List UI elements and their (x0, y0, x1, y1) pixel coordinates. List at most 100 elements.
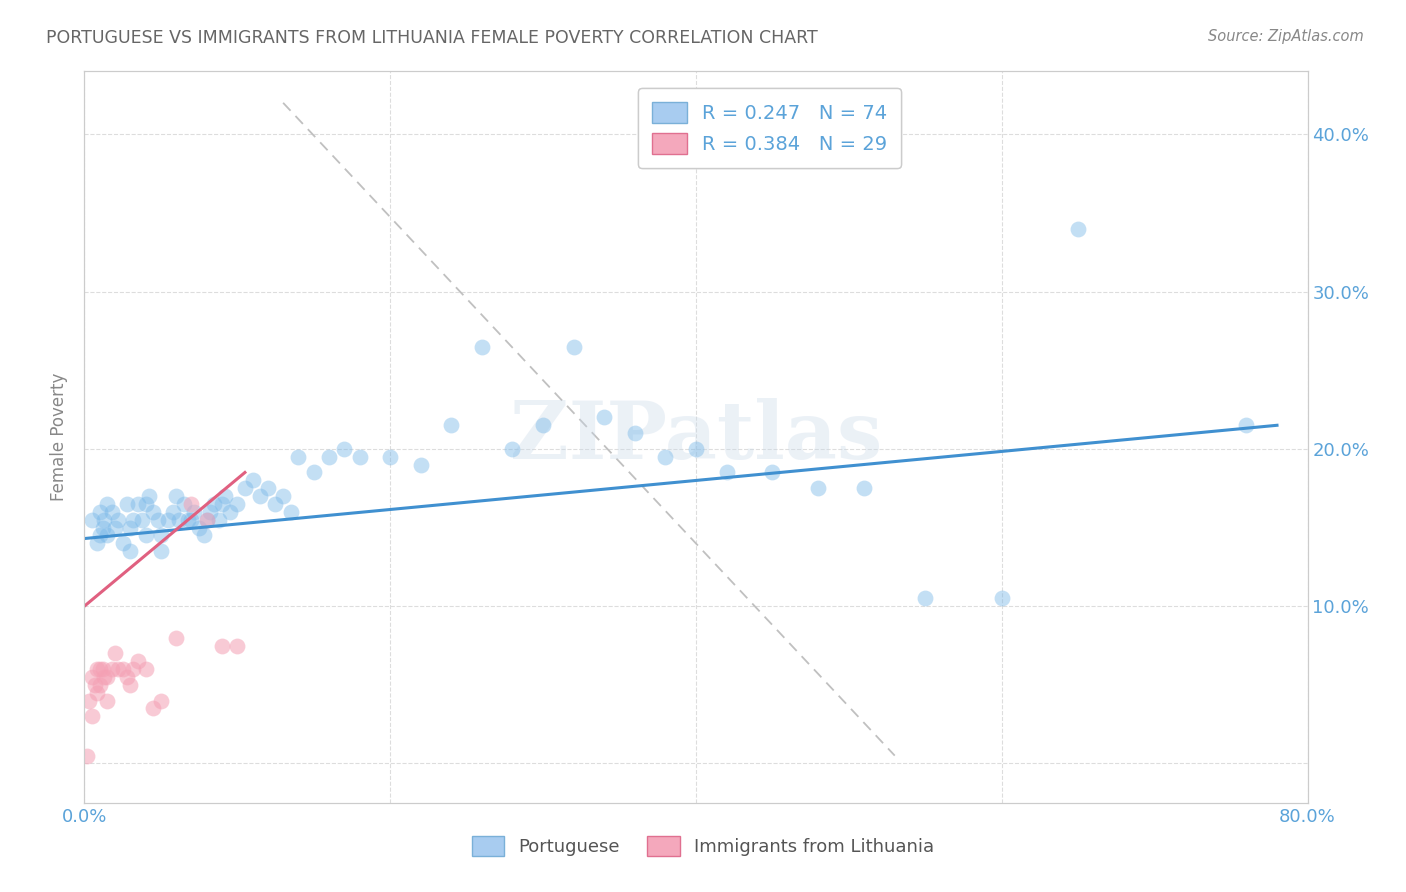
Text: ZIPatlas: ZIPatlas (510, 398, 882, 476)
Point (101, 505, 124, 519)
Point (89, 662, 111, 676)
Point (135, 662, 157, 676)
Point (111, 536, 134, 550)
Legend: R = 0.247   N = 74, R = 0.384   N = 29: R = 0.247 N = 74, R = 0.384 N = 29 (638, 88, 901, 168)
Point (80, 709, 103, 723)
Point (208, 513, 231, 527)
Point (104, 646, 127, 660)
Point (173, 497, 195, 511)
Point (93, 513, 115, 527)
Point (142, 701, 165, 715)
Legend: Portuguese, Immigrants from Lithuania: Portuguese, Immigrants from Lithuania (463, 827, 943, 865)
Point (122, 513, 145, 527)
Point (107, 513, 129, 527)
Point (318, 450, 340, 464)
Point (101, 662, 124, 676)
Point (471, 340, 494, 354)
Point (1067, 221, 1090, 235)
Point (991, 591, 1014, 606)
Point (218, 505, 240, 519)
Point (167, 513, 190, 527)
Point (380, 450, 402, 464)
Point (180, 513, 202, 527)
Point (162, 505, 184, 519)
Point (257, 481, 280, 495)
Point (226, 497, 249, 511)
Point (226, 639, 249, 653)
Point (89, 505, 111, 519)
Point (214, 489, 236, 503)
Point (127, 654, 149, 668)
Point (440, 418, 463, 433)
Point (91, 662, 114, 676)
Point (93, 670, 115, 684)
Point (188, 520, 211, 534)
Point (761, 466, 783, 480)
Point (333, 442, 356, 456)
Point (86, 536, 108, 550)
Point (233, 481, 256, 495)
Point (502, 442, 524, 456)
Point (165, 489, 187, 503)
Point (287, 450, 309, 464)
Point (807, 481, 830, 495)
Point (716, 466, 738, 480)
Point (853, 481, 876, 495)
Point (685, 442, 707, 456)
Point (1236, 418, 1258, 433)
Point (211, 497, 233, 511)
Point (96, 528, 118, 542)
Point (531, 418, 554, 433)
Point (76, 748, 98, 763)
Point (86, 686, 108, 700)
Point (198, 505, 221, 519)
Point (115, 497, 138, 511)
Point (202, 497, 225, 511)
Point (127, 497, 149, 511)
Point (122, 662, 145, 676)
Point (149, 528, 172, 542)
Point (177, 513, 200, 527)
Point (96, 670, 118, 684)
Point (135, 497, 157, 511)
Point (96, 497, 118, 511)
Point (654, 450, 676, 464)
Point (77, 693, 100, 707)
Text: PORTUGUESE VS IMMIGRANTS FROM LITHUANIA FEMALE POVERTY CORRELATION CHART: PORTUGUESE VS IMMIGRANTS FROM LITHUANIA … (46, 29, 818, 46)
Point (180, 497, 202, 511)
Point (409, 458, 432, 472)
Point (107, 662, 129, 676)
Point (593, 410, 616, 425)
Point (96, 693, 118, 707)
Point (120, 678, 142, 692)
Point (193, 528, 215, 542)
Point (280, 505, 302, 519)
Y-axis label: Female Poverty: Female Poverty (51, 373, 69, 501)
Point (165, 631, 187, 645)
Point (91, 520, 114, 534)
Point (142, 505, 165, 519)
Point (195, 513, 218, 527)
Point (138, 489, 160, 503)
Point (104, 520, 127, 534)
Point (914, 591, 936, 606)
Point (264, 497, 287, 511)
Point (111, 662, 134, 676)
Point (149, 544, 172, 558)
Point (562, 340, 585, 354)
Point (157, 513, 180, 527)
Point (135, 528, 157, 542)
Point (211, 639, 233, 653)
Point (349, 450, 371, 464)
Point (249, 489, 271, 503)
Point (89, 678, 111, 692)
Point (80, 513, 103, 527)
Point (86, 662, 108, 676)
Point (120, 544, 142, 558)
Point (146, 513, 169, 527)
Point (183, 505, 205, 519)
Point (84, 678, 107, 692)
Point (89, 528, 111, 542)
Point (242, 473, 264, 487)
Point (271, 489, 294, 503)
